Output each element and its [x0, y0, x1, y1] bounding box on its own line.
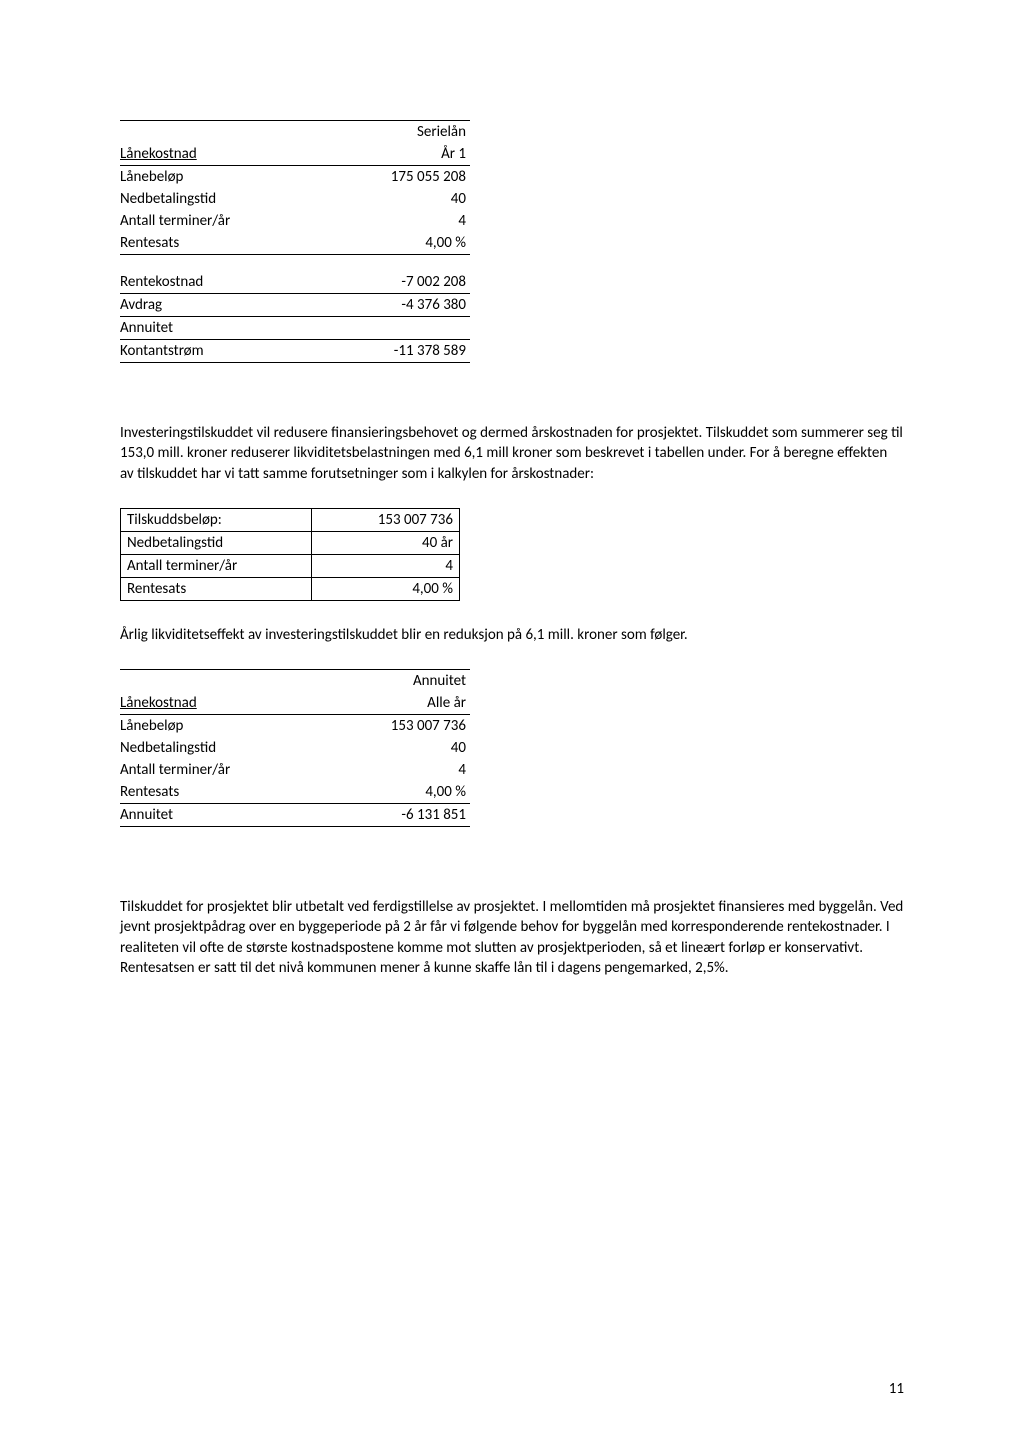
table-tilskudd: Tilskuddsbeløp: 153 007 736 Nedbetalings…	[120, 508, 460, 601]
table-row-label: Lånebeløp	[120, 715, 310, 738]
table-row-label: Rentesats	[120, 781, 310, 804]
table-row-value: 40	[310, 188, 470, 210]
table-row-value: 4,00 %	[312, 577, 460, 600]
table-row-label: Rentesats	[120, 232, 310, 255]
table-row-value: 4	[312, 554, 460, 577]
table-row-label: Kontantstrøm	[120, 340, 310, 363]
table1-header-line1: Serielån	[310, 121, 470, 144]
table-loan-cost-serielan: Serielån Lånekostnad År 1 Lånebeløp 175 …	[120, 120, 470, 363]
table-row-value: 153 007 736	[310, 715, 470, 738]
table-row-value: 4	[310, 210, 470, 232]
table-row-value: -6 131 851	[310, 804, 470, 827]
page-number: 11	[889, 1380, 904, 1398]
table-row-label: Lånebeløp	[120, 166, 310, 189]
table-row-value: 4,00 %	[310, 232, 470, 255]
table-row-label: Annuitet	[120, 317, 310, 340]
table-row-value: 40 år	[312, 531, 460, 554]
paragraph-3: Tilskuddet for prosjektet blir utbetalt …	[120, 897, 904, 978]
table-row-label: Antall terminer/år	[120, 759, 310, 781]
table-row-value: 4	[310, 759, 470, 781]
table-row-value: 175 055 208	[310, 166, 470, 189]
table-row-value: 4,00 %	[310, 781, 470, 804]
table-row-label: Rentekostnad	[120, 271, 310, 294]
paragraph-1: Investeringstilskuddet vil redusere fina…	[120, 423, 904, 484]
table-row-label: Antall terminer/år	[120, 210, 310, 232]
table1-header-line2: År 1	[310, 143, 470, 166]
table-row-value: 153 007 736	[312, 508, 460, 531]
table-row-value: 40	[310, 737, 470, 759]
table-row-label: Nedbetalingstid	[121, 531, 312, 554]
table-loan-cost-annuitet: Annuitet Lånekostnad Alle år Lånebeløp 1…	[120, 669, 470, 827]
paragraph-2: Årlig likviditetseffekt av investeringst…	[120, 625, 904, 645]
table-row-label: Rentesats	[121, 577, 312, 600]
table-row-value: -11 378 589	[310, 340, 470, 363]
table-row-label: Tilskuddsbeløp:	[121, 508, 312, 531]
table-row-value: -7 002 208	[310, 271, 470, 294]
table-row-value: -4 376 380	[310, 294, 470, 317]
table1-header-label: Lånekostnad	[120, 143, 310, 166]
table3-header-line1: Annuitet	[310, 670, 470, 693]
table-row-label: Annuitet	[120, 804, 310, 827]
table-row-label: Antall terminer/år	[121, 554, 312, 577]
table-row-label: Avdrag	[120, 294, 310, 317]
table-row-label: Nedbetalingstid	[120, 737, 310, 759]
table3-header-line2: Alle år	[310, 692, 470, 715]
table-row-label: Nedbetalingstid	[120, 188, 310, 210]
table3-header-label: Lånekostnad	[120, 692, 310, 715]
table-row-value	[310, 317, 470, 340]
